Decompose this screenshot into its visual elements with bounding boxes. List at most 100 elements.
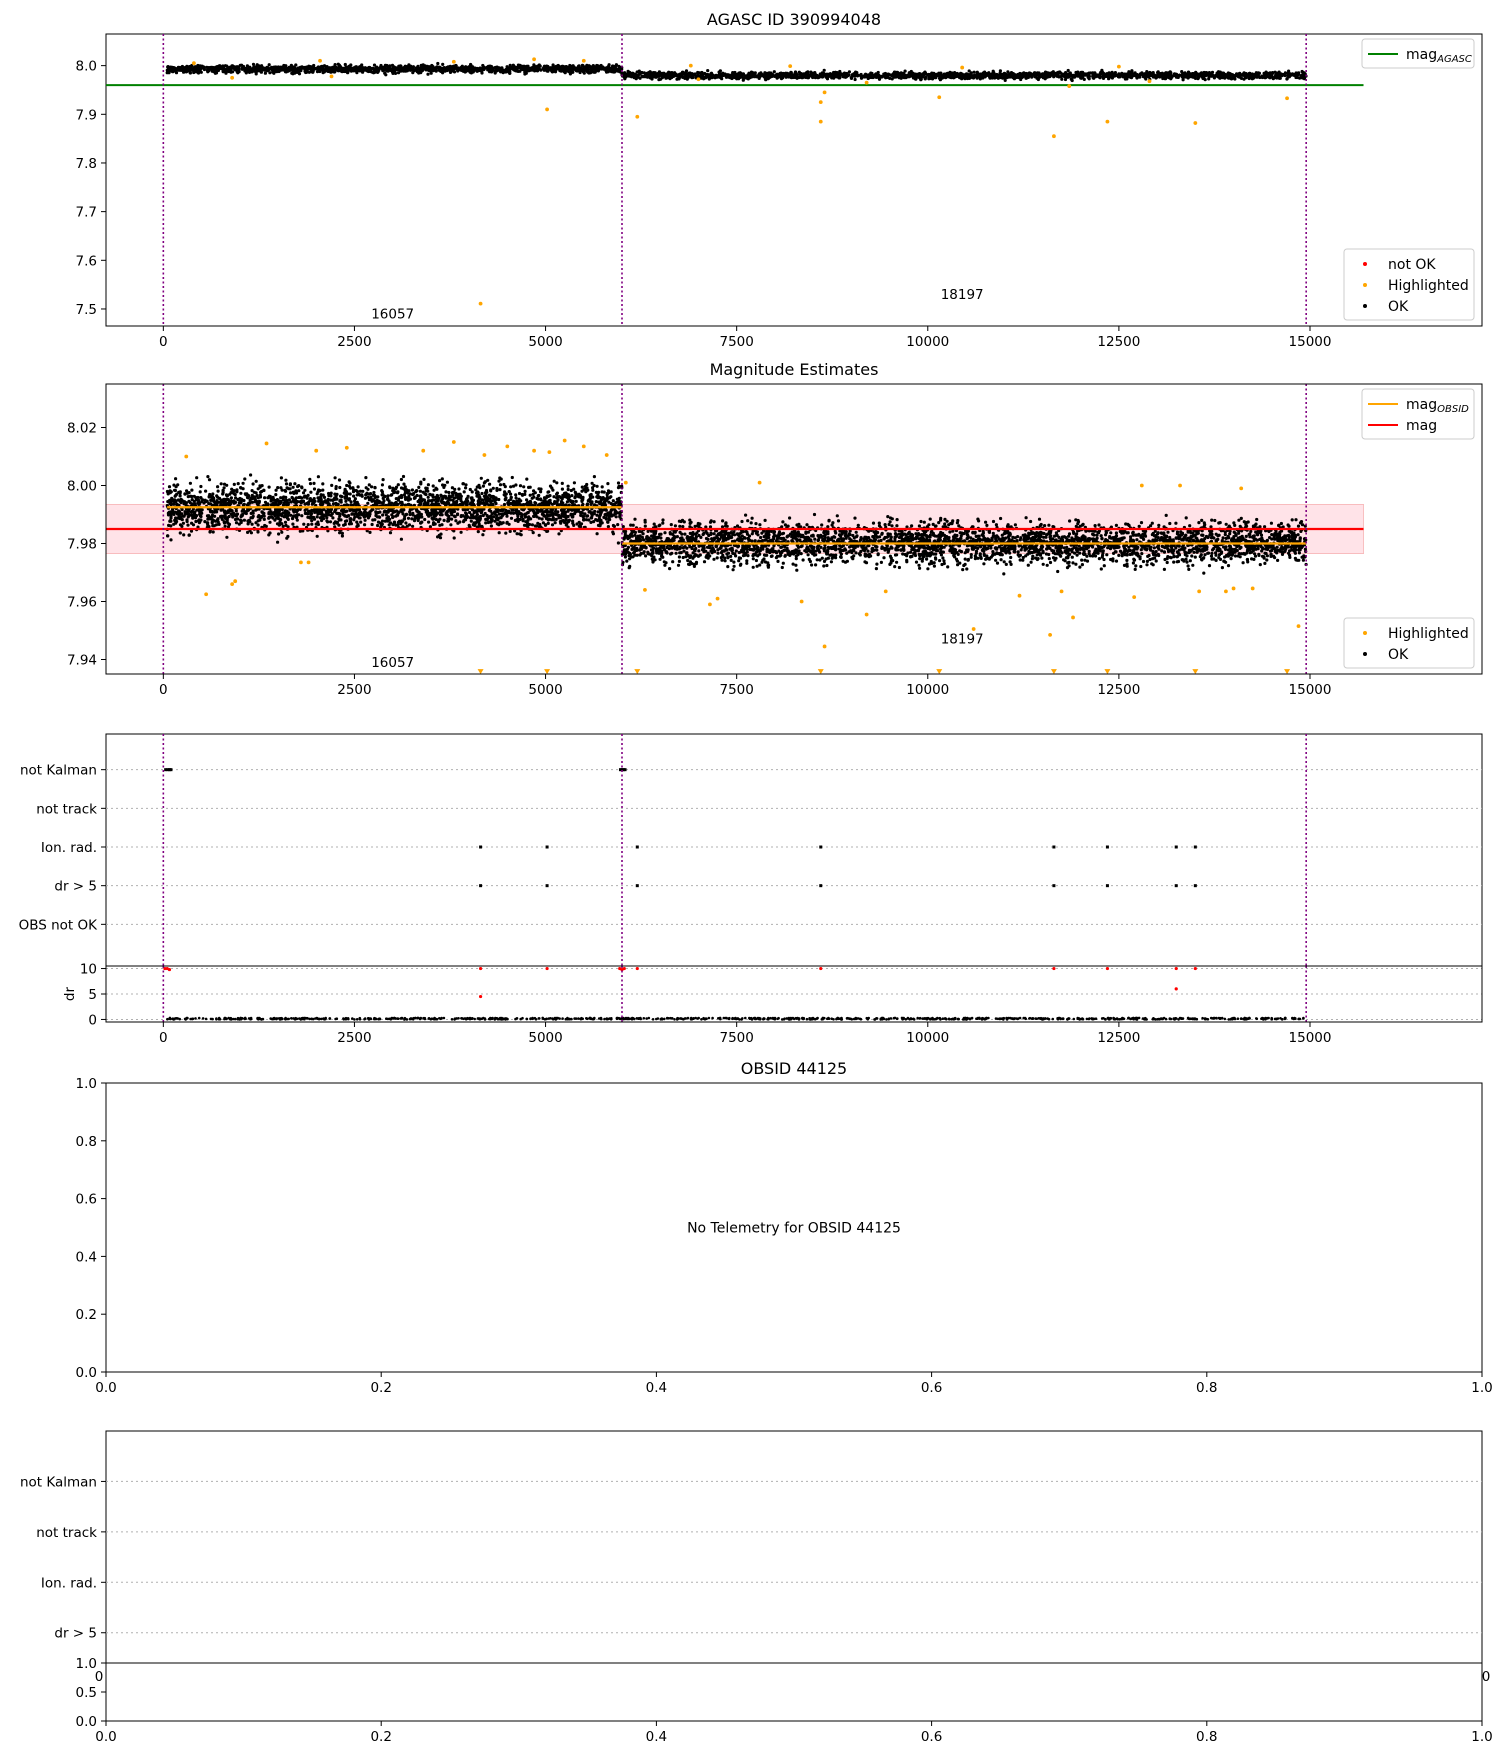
ok-point [399,486,404,490]
ok-point [483,511,487,516]
x-tick-label: 15000 [1289,334,1332,350]
ok-point [1151,71,1155,75]
ok-point [241,481,245,485]
ok-point [1130,69,1134,73]
ok-point [459,530,463,534]
ok-point [418,489,422,493]
ok-point [937,71,941,75]
ok-point [1225,72,1230,76]
ok-point [479,476,483,480]
ok-point [423,67,428,71]
ok-point [863,73,867,77]
ok-point [1092,76,1096,80]
ok-point [611,499,615,503]
ok-point [508,63,512,67]
ok-point [801,76,805,80]
ok-point [603,67,607,71]
ok-point [582,71,586,75]
ok-point [503,498,507,502]
ok-point [267,485,271,489]
ok-point [447,490,451,495]
ok-point [453,496,457,500]
ok-point [419,71,423,75]
ok-point [474,488,478,492]
ok-point [291,72,295,76]
ok-point [1009,75,1013,79]
ok-point [332,70,336,74]
ok-point [364,476,368,480]
ok-point [472,69,476,73]
ok-point [909,69,913,74]
ok-point [244,66,248,70]
ok-point [903,69,907,73]
ok-point [641,75,645,79]
ok-point [933,73,937,77]
ok-point [1263,76,1267,80]
ok-point [1004,75,1008,79]
ok-point [822,68,826,72]
x-tick-label: 10000 [906,334,949,350]
ok-point [258,493,262,497]
ok-point [1165,74,1169,78]
ok-point [276,540,280,544]
ok-point [629,71,633,75]
ok-point [452,70,457,74]
ok-point [371,518,375,522]
ok-point [869,72,873,76]
ok-point [964,74,968,78]
ok-point [280,488,284,492]
ok-point [476,530,480,534]
ok-point [307,70,311,74]
ok-point [706,69,710,73]
obs-label: 18197 [941,287,984,303]
ok-point [953,74,957,78]
ok-point [551,65,555,69]
ok-point [361,70,365,74]
ok-point [660,76,664,80]
ok-point [403,485,407,489]
ok-point [332,65,337,69]
ok-point [594,490,599,494]
ok-point [985,72,989,76]
legend-label: not OK [1388,257,1436,273]
ok-point [1082,72,1086,76]
ok-point [590,67,594,71]
ok-point [921,72,925,76]
ok-point [501,69,505,73]
ok-point [311,67,315,72]
ok-point [464,511,468,515]
ok-point [199,70,203,74]
ok-point [314,67,318,71]
ok-point [853,72,857,76]
ok-point [1227,76,1231,80]
ok-point [436,61,440,66]
ok-point [182,66,186,70]
ok-point [1187,71,1191,75]
ok-point [1274,73,1278,77]
ok-point [250,516,254,520]
ok-point [281,498,285,502]
ok-point [457,487,461,491]
ok-point [428,68,432,72]
ok-point [409,64,413,68]
ok-point [1255,74,1259,78]
y-tick-label: 7.5 [76,302,97,318]
ok-point [795,76,799,80]
ok-point [570,70,574,74]
ok-point [1280,74,1284,78]
ok-point [308,497,312,501]
ok-point [368,67,372,71]
ok-point [835,75,839,79]
ok-point [616,541,621,545]
ok-point [316,522,320,527]
ok-point [593,70,597,74]
ok-point [442,67,446,72]
highlighted-point [688,63,693,68]
ok-point [564,66,569,70]
ok-point [461,68,465,72]
ok-point [683,75,687,79]
ok-point [267,67,271,71]
ok-point [609,67,613,71]
ok-point [222,69,226,73]
legend-dot-swatch [1363,262,1367,266]
